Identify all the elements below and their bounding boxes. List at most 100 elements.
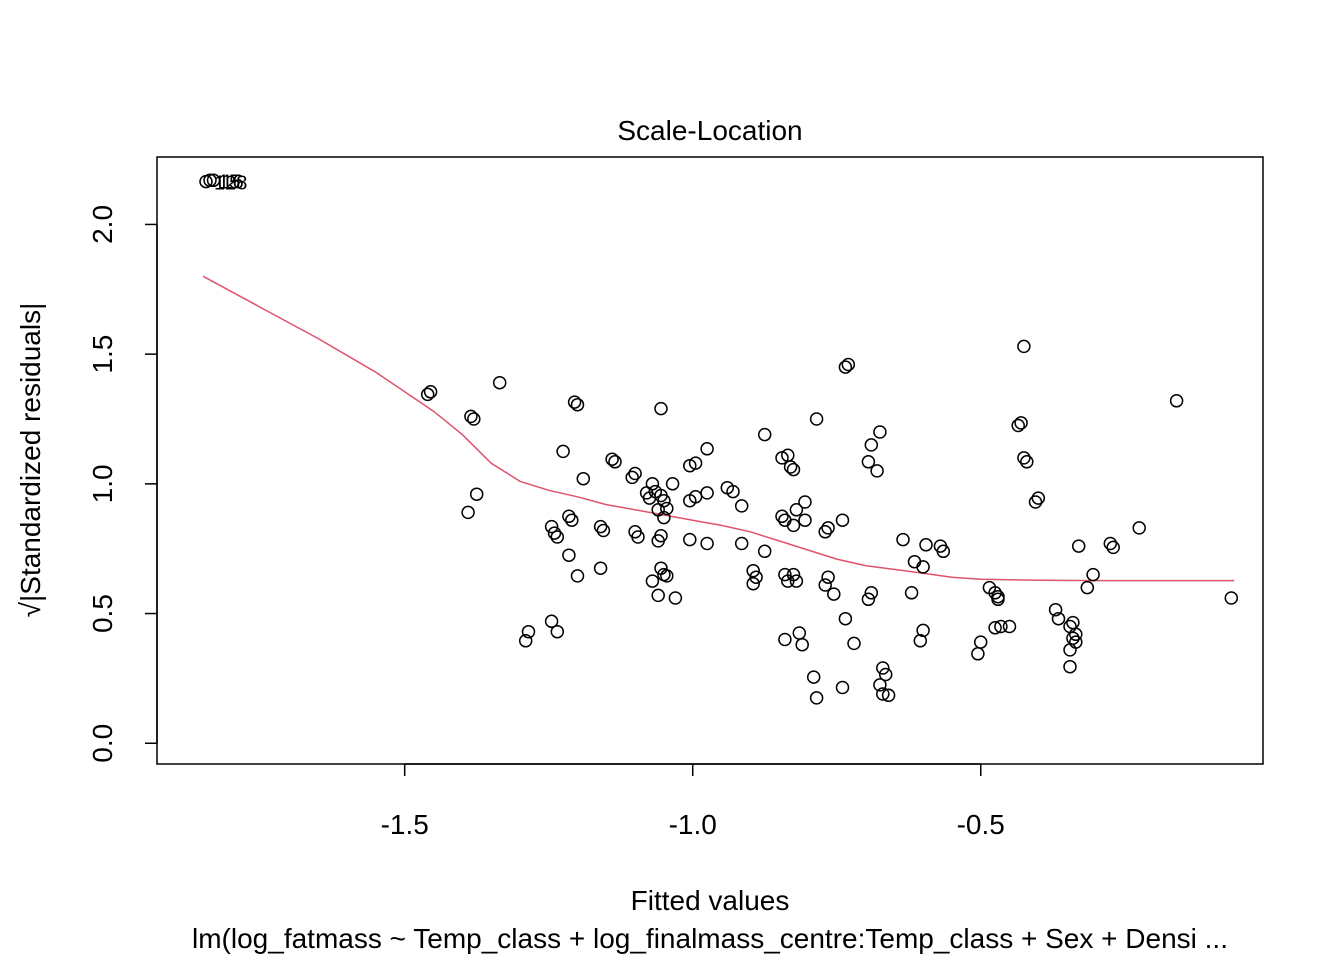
data-point	[593, 519, 608, 534]
data-point	[878, 667, 893, 682]
y-tick-label: 1.0	[87, 464, 118, 503]
data-point	[904, 586, 919, 600]
data-point	[645, 477, 660, 491]
data-point	[608, 455, 622, 469]
data-point	[896, 532, 910, 547]
data-point	[1066, 615, 1080, 630]
chart-title: Scale-Location	[617, 115, 802, 146]
data-point	[556, 444, 570, 459]
data-point	[786, 462, 801, 477]
points-layer	[420, 339, 1239, 705]
data-point	[631, 530, 645, 544]
data-point	[700, 442, 714, 456]
data-point	[988, 586, 1002, 600]
data-point	[521, 624, 536, 639]
data-point	[835, 680, 850, 695]
data-point	[1069, 627, 1083, 642]
data-point	[873, 678, 887, 692]
data-point	[464, 409, 478, 424]
data-point	[593, 561, 608, 575]
data-point	[798, 513, 812, 527]
data-point	[821, 521, 835, 535]
model-formula-subtitle: lm(log_fatmass ~ Temp_class + log_finalm…	[192, 923, 1228, 954]
data-point	[988, 621, 1002, 635]
data-point	[749, 570, 763, 584]
data-point	[461, 505, 475, 520]
data-point	[821, 570, 835, 584]
data-point	[775, 509, 789, 524]
data-point	[864, 438, 879, 452]
data-point	[1063, 643, 1077, 657]
data-point	[550, 530, 565, 544]
data-point	[847, 636, 861, 651]
y-axis-label: √|Standardized residuals|	[15, 303, 46, 618]
data-point	[1017, 451, 1031, 465]
data-point	[789, 503, 804, 517]
data-point	[657, 493, 671, 508]
data-point	[467, 412, 481, 426]
data-point	[665, 477, 680, 491]
data-point	[550, 624, 565, 639]
data-point	[973, 635, 988, 649]
data-point	[1017, 339, 1031, 354]
y-tick-label: 1.5	[87, 335, 118, 374]
data-point	[1106, 540, 1120, 555]
data-point	[1132, 521, 1146, 535]
outlier-point-label: 16	[222, 171, 244, 193]
x-axis: -1.5 -1.0 -0.5	[381, 763, 1005, 840]
data-point	[809, 691, 824, 705]
data-point	[1080, 580, 1095, 595]
y-axis: 0.0 0.5 1.0 1.5 2.0	[87, 205, 158, 763]
data-point	[746, 576, 760, 591]
data-point	[881, 688, 896, 703]
data-point	[726, 484, 740, 499]
data-point	[818, 525, 832, 539]
data-point	[596, 523, 611, 538]
data-point	[688, 456, 703, 470]
data-point	[861, 592, 876, 607]
data-point	[835, 513, 850, 527]
data-point	[792, 626, 807, 640]
data-point	[518, 634, 533, 648]
data-point	[916, 623, 930, 638]
data-point	[786, 518, 801, 533]
data-point	[562, 509, 576, 524]
data-point	[1103, 536, 1118, 551]
x-axis-label: Fitted values	[631, 885, 790, 916]
data-point	[913, 634, 928, 648]
data-point	[1063, 619, 1077, 634]
data-point	[1011, 418, 1025, 433]
data-point	[1002, 619, 1017, 634]
data-point	[605, 452, 619, 466]
data-point	[660, 501, 674, 516]
data-point	[994, 619, 1008, 634]
data-point	[570, 397, 585, 412]
data-point	[818, 578, 832, 592]
data-point	[841, 357, 856, 372]
data-point	[657, 510, 671, 525]
data-point	[795, 637, 809, 652]
data-point	[1048, 602, 1063, 617]
data-point	[873, 425, 887, 439]
x-tick-label: -1.5	[381, 809, 429, 840]
data-point	[576, 471, 591, 486]
data-point	[916, 560, 930, 574]
data-point	[1020, 455, 1034, 469]
data-point	[1066, 631, 1080, 645]
data-point	[838, 611, 853, 626]
data-point	[628, 466, 642, 481]
data-point	[668, 591, 683, 605]
plot-box	[156, 156, 1264, 765]
smoother-line	[202, 275, 1235, 582]
outlier-point	[203, 173, 217, 188]
data-point	[660, 569, 674, 583]
data-point	[919, 538, 933, 552]
data-point	[798, 495, 812, 509]
outlier-point	[206, 173, 221, 188]
data-point	[861, 455, 876, 469]
data-point	[1051, 611, 1066, 626]
data-point	[783, 460, 798, 474]
data-point	[654, 528, 668, 543]
data-point	[654, 401, 668, 416]
